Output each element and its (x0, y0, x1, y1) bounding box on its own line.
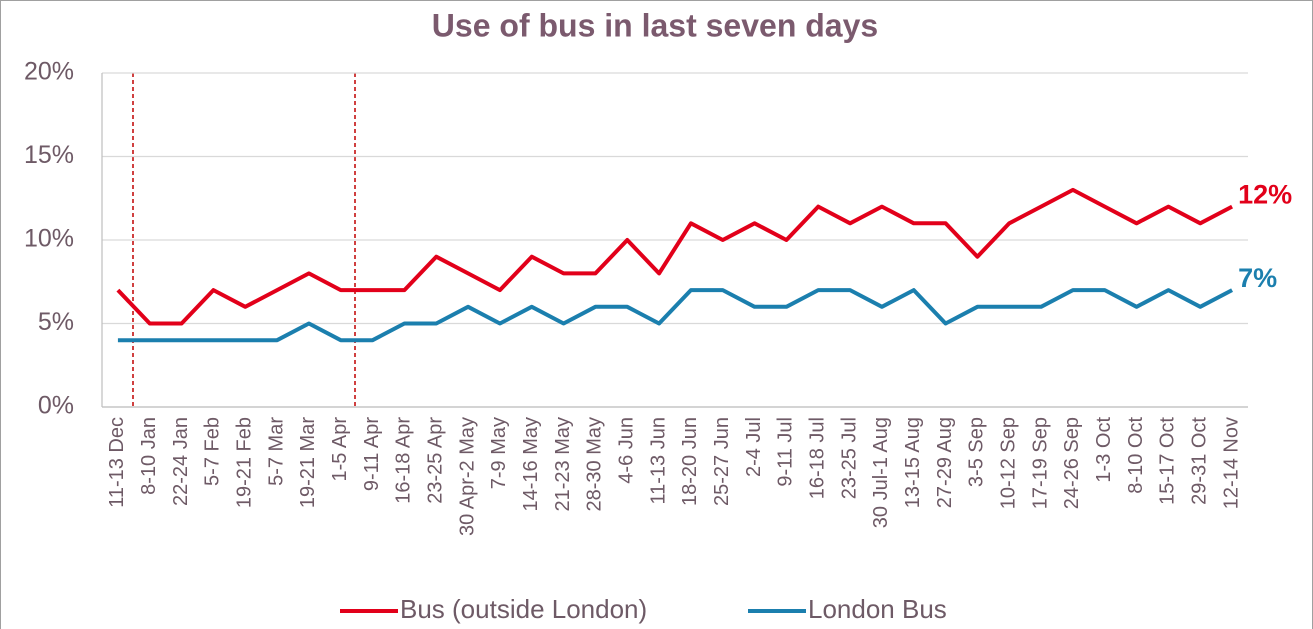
x-tick-label: 2-4 Jul (743, 417, 765, 477)
x-tick-label: 7-9 May (488, 417, 510, 489)
x-tick-label: 16-18 Apr (393, 417, 415, 504)
y-tick-label: 20% (24, 58, 74, 86)
data-label: 7% (1238, 263, 1277, 293)
x-tick-label: 22-24 Jan (170, 417, 192, 506)
x-tick-label: 23-25 Jul (838, 417, 860, 499)
x-tick-label: 28-30 May (584, 417, 606, 512)
x-tick-label: 19-21 Mar (297, 417, 319, 508)
x-tick-label: 23-25 Apr (425, 417, 447, 504)
x-tick-label: 11-13 Dec (106, 417, 128, 508)
x-tick-label: 8-10 Oct (1125, 417, 1147, 494)
y-tick-label: 0% (38, 392, 74, 420)
x-tick-label: 24-26 Sep (1061, 417, 1083, 509)
y-tick-label: 10% (24, 225, 74, 253)
x-tick-label: 15-17 Oct (1157, 417, 1179, 505)
legend-label: London Bus (808, 594, 947, 624)
x-tick-label: 13-15 Aug (902, 417, 924, 508)
x-tick-label: 3-5 Sep (966, 417, 988, 487)
x-tick-label: 11-13 Jun (647, 417, 669, 504)
x-tick-label: 19-21 Feb (234, 417, 256, 508)
x-tick-label: 27-29 Aug (934, 417, 956, 508)
chart-title: Use of bus in last seven days (432, 7, 878, 43)
series-line (117, 288, 1234, 343)
x-tick-label: 16-18 Jul (807, 417, 829, 499)
y-tick-label: 5% (38, 308, 74, 336)
y-tick-label: 15% (24, 141, 74, 169)
x-tick-label: 9-11 Jul (775, 417, 797, 487)
x-tick-label: 1-3 Oct (1093, 417, 1115, 483)
x-tick-label: 17-19 Sep (1029, 417, 1051, 509)
x-tick-label: 9-11 Apr (361, 417, 383, 491)
x-tick-label: 1-5 Apr (329, 417, 351, 482)
data-label: 12% (1238, 180, 1292, 210)
x-tick-label: 25-27 Jun (711, 417, 733, 506)
x-tick-label: 14-16 May (520, 417, 542, 512)
x-tick-label: 8-10 Jan (138, 417, 160, 495)
x-tick-label: 5-7 Mar (265, 417, 287, 486)
legend-label: Bus (outside London) (400, 594, 647, 624)
x-tick-label: 30 Jul-1 Aug (870, 417, 892, 528)
x-tick-label: 18-20 Jun (679, 417, 701, 506)
series-line (116, 187, 1234, 326)
x-tick-label: 5-7 Feb (202, 417, 224, 486)
grid (102, 72, 1248, 408)
x-tick-label: 21-23 May (552, 417, 574, 512)
x-tick-label: 30 Apr-2 May (456, 417, 478, 536)
x-tick-label: 29-31 Oct (1189, 417, 1211, 505)
x-tick-label: 10-12 Sep (998, 417, 1020, 509)
x-tick-label: 12-14 Nov (1220, 417, 1242, 509)
x-tick-label: 4-6 Jun (616, 417, 638, 484)
